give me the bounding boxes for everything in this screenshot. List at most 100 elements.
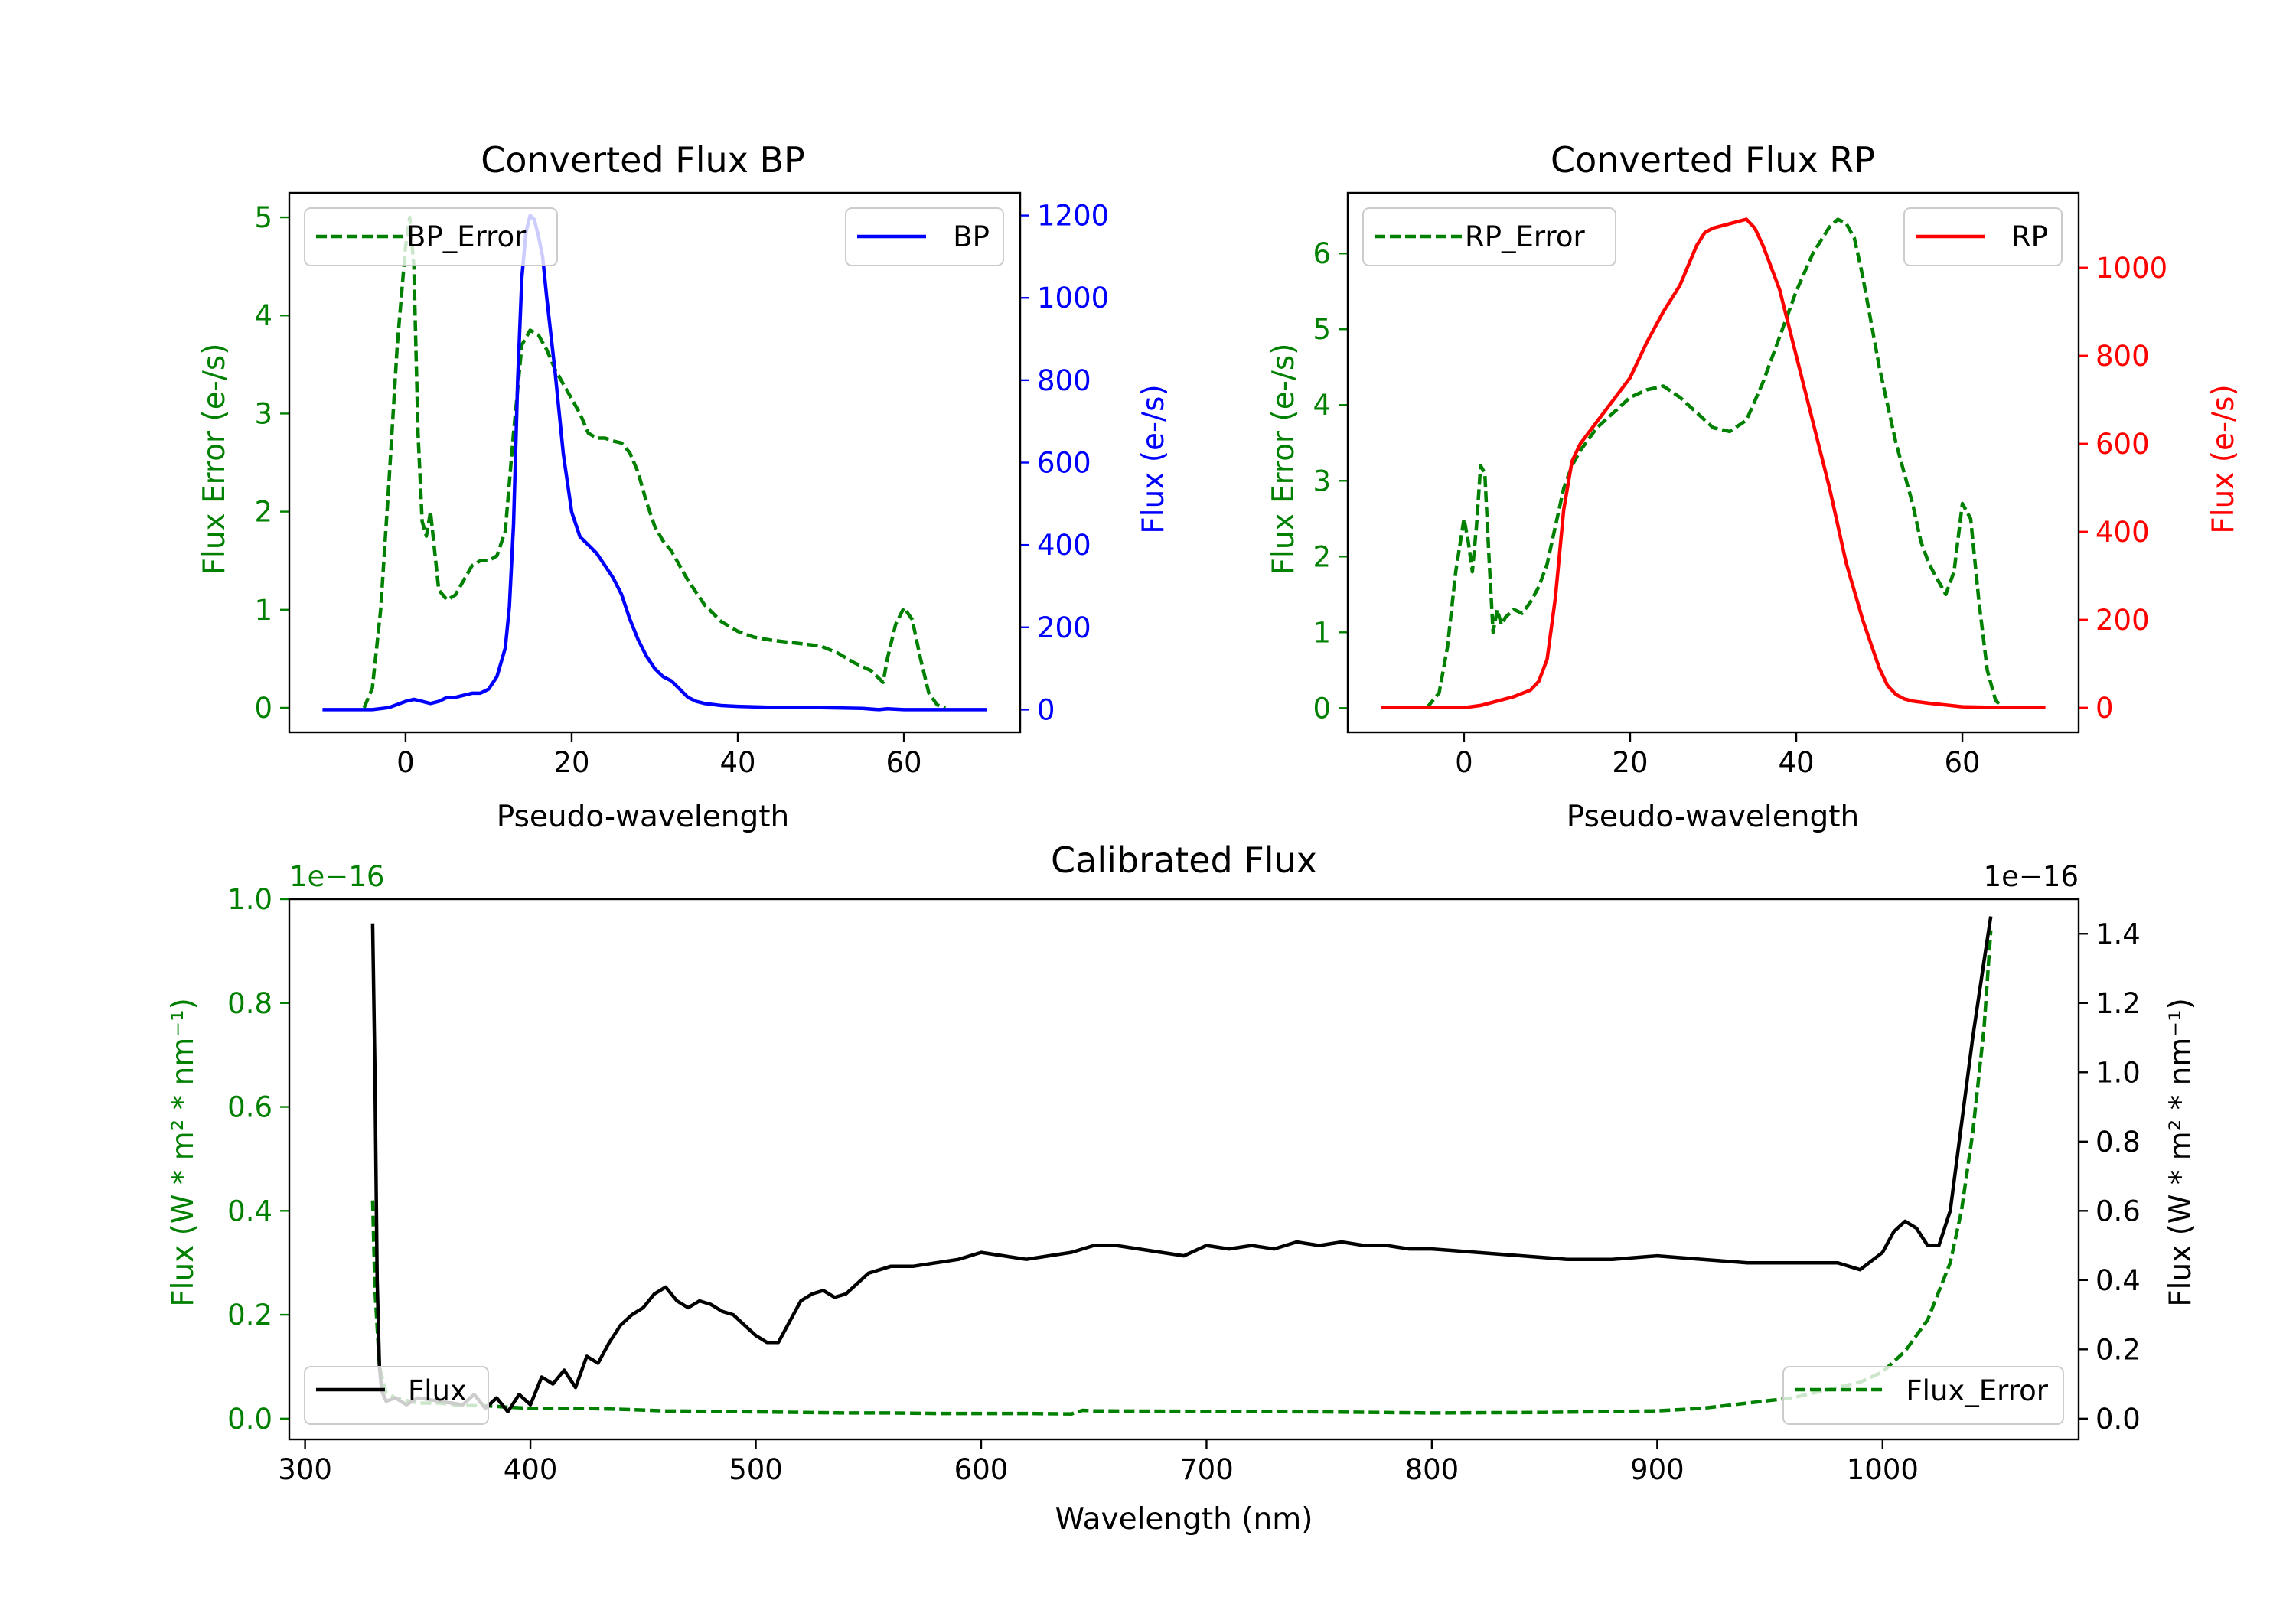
calibrated-left-y-tick-label: 0.8 — [227, 987, 272, 1020]
bp-axes-frame — [288, 191, 1022, 734]
bp-right-y-axis-label: Flux (e-/s) — [1137, 384, 1171, 533]
bp-left-y-tick-label: 2 — [254, 496, 272, 529]
flux-error-legend: Flux_Error — [1782, 1366, 2064, 1425]
calibrated-x-tick-label: 400 — [504, 1453, 558, 1486]
calibrated-right-y-axis-label: Flux (W * m² * nm⁻¹) — [2164, 998, 2198, 1307]
calibrated-x-tick-label: 900 — [1630, 1453, 1684, 1486]
calibrated-x-tick-label: 600 — [954, 1453, 1009, 1486]
bp-right-y-tick-label: 1200 — [1037, 200, 1109, 233]
rp-right-y-tick-label: 800 — [2095, 340, 2150, 373]
rp-left-y-tick-label: 2 — [1313, 540, 1331, 573]
calibrated-axes-frame — [288, 898, 2080, 1441]
calibrated-x-tick-label: 500 — [729, 1453, 783, 1486]
bp-chart-title: Converted Flux BP — [481, 139, 805, 181]
calibrated-right-y-tick-label: 1.4 — [2095, 918, 2141, 950]
bp-x-tick-label: 60 — [886, 746, 922, 779]
calibrated-right-y-tick-label: 0.6 — [2095, 1195, 2141, 1227]
bp-series-bp — [322, 214, 987, 712]
rp-right-y-tick-label: 600 — [2095, 428, 2150, 461]
calibrated-x-tick-label: 300 — [278, 1453, 332, 1486]
calibrated-chart-title: Calibrated Flux — [1051, 839, 1317, 881]
rp-axes-frame — [1346, 191, 2080, 734]
bp-right-y-tick-label: 1000 — [1037, 282, 1109, 315]
rp-series-rp — [1381, 217, 2046, 710]
rp-right-y-tick-label: 400 — [2095, 516, 2150, 549]
bp-left-y-axis-label: Flux Error (e-/s) — [197, 344, 232, 575]
bp-right-y-tick-label: 200 — [1037, 611, 1091, 644]
bp-flux-panel: Converted Flux BP Pseudo-wavelength Flux… — [197, 139, 1171, 834]
rp-left-y-tick-label: 1 — [1313, 616, 1331, 649]
calibrated-left-y-axis-label: Flux (W * m² * nm⁻¹) — [166, 998, 201, 1307]
rp-chart-title: Converted Flux RP — [1551, 139, 1875, 181]
bp-right-y-tick-label: 600 — [1037, 447, 1091, 480]
rp-x-tick-label: 20 — [1612, 746, 1648, 779]
calibrated-right-y-tick-label: 1.2 — [2095, 987, 2141, 1020]
rp-error-legend: RP_Error — [1362, 207, 1616, 266]
rp-flux-panel: Converted Flux RP Pseudo-wavelength Flux… — [1267, 139, 2241, 834]
calibrated-flux-panel: Calibrated Flux Wavelength (nm) Flux (W … — [166, 839, 2198, 1537]
rp-left-y-axis-label: Flux Error (e-/s) — [1267, 344, 1301, 575]
flux-legend: Flux — [304, 1366, 489, 1425]
calibrated-left-y-tick-label: 1.0 — [227, 883, 272, 916]
rp-error-legend-label: RP_Error — [1465, 220, 1585, 253]
calibrated-axis-ticks: 300 400 500 600 700 800 900 1000 0.0 0.2 0.4 0.6 0.8… — [227, 883, 2141, 1486]
calibrated-right-offset-text: 1e−16 — [1984, 860, 2079, 893]
rp-left-y-tick-label: 6 — [1313, 237, 1331, 270]
calibrated-left-y-tick-label: 0.2 — [227, 1299, 272, 1332]
rp-right-y-tick-label: 1000 — [2095, 252, 2167, 285]
flux-error-legend-box — [1782, 1366, 2064, 1425]
bp-legend-label: BP — [953, 220, 990, 253]
calibrated-x-tick-label: 800 — [1405, 1453, 1459, 1486]
rp-x-tick-label: 40 — [1778, 746, 1814, 779]
bp-x-tick-label: 0 — [396, 746, 415, 779]
bp-left-y-tick-label: 3 — [254, 397, 272, 430]
rp-legend: RP — [1903, 207, 2063, 266]
rp-error-legend-box — [1362, 207, 1616, 266]
bp-x-tick-label: 40 — [719, 746, 755, 779]
calibrated-right-y-tick-label: 0.2 — [2095, 1333, 2141, 1366]
calibrated-right-y-tick-label: 1.0 — [2095, 1056, 2141, 1089]
rp-right-y-tick-label: 200 — [2095, 604, 2150, 637]
flux-error-legend-label: Flux_Error — [1906, 1374, 2048, 1407]
rp-series-rp-error — [1425, 217, 2005, 709]
calibrated-left-y-tick-label: 0.0 — [227, 1403, 272, 1436]
calibrated-x-tick-label: 1000 — [1847, 1453, 1919, 1486]
bp-left-y-tick-label: 1 — [254, 594, 272, 627]
bp-right-y-tick-label: 800 — [1037, 364, 1091, 397]
bp-error-legend: BP_Error — [304, 207, 558, 266]
calibrated-right-y-tick-label: 0.4 — [2095, 1264, 2141, 1297]
calibrated-left-y-tick-label: 0.6 — [227, 1091, 272, 1124]
rp-left-y-tick-label: 3 — [1313, 464, 1331, 497]
bp-left-y-tick-label: 5 — [254, 201, 272, 234]
rp-right-y-axis-label: Flux (e-/s) — [2206, 384, 2241, 533]
rp-right-y-tick-label: 0 — [2095, 692, 2114, 725]
calibrated-right-y-tick-label: 0.8 — [2095, 1126, 2141, 1159]
bp-x-tick-label: 20 — [553, 746, 589, 779]
flux-legend-box — [304, 1366, 489, 1425]
bp-x-axis-label: Pseudo-wavelength — [497, 800, 789, 834]
rp-left-y-tick-label: 4 — [1313, 389, 1331, 422]
bp-plot-area — [322, 214, 987, 712]
bp-error-legend-box — [304, 207, 558, 266]
rp-x-tick-label: 0 — [1455, 746, 1473, 779]
bp-right-y-tick-label: 0 — [1037, 693, 1055, 726]
bp-left-y-tick-label: 4 — [254, 299, 272, 332]
bp-series-bp-error — [362, 215, 947, 710]
rp-legend-label: RP — [2011, 220, 2048, 253]
calibrated-left-offset-text: 1e−16 — [289, 860, 384, 893]
rp-x-axis-label: Pseudo-wavelength — [1567, 800, 1859, 834]
rp-x-tick-label: 60 — [1945, 746, 1981, 779]
bp-left-y-tick-label: 0 — [254, 692, 272, 725]
calibrated-right-y-tick-label: 0.0 — [2095, 1403, 2141, 1436]
calibrated-left-y-tick-label: 0.4 — [227, 1195, 272, 1227]
flux-legend-label: Flux — [408, 1374, 467, 1407]
rp-left-y-tick-label: 5 — [1313, 313, 1331, 346]
rp-plot-area — [1381, 217, 2046, 710]
calibrated-x-axis-label: Wavelength (nm) — [1055, 1502, 1313, 1537]
calibrated-series-flux — [370, 916, 1993, 1414]
rp-left-y-tick-label: 0 — [1313, 692, 1331, 725]
